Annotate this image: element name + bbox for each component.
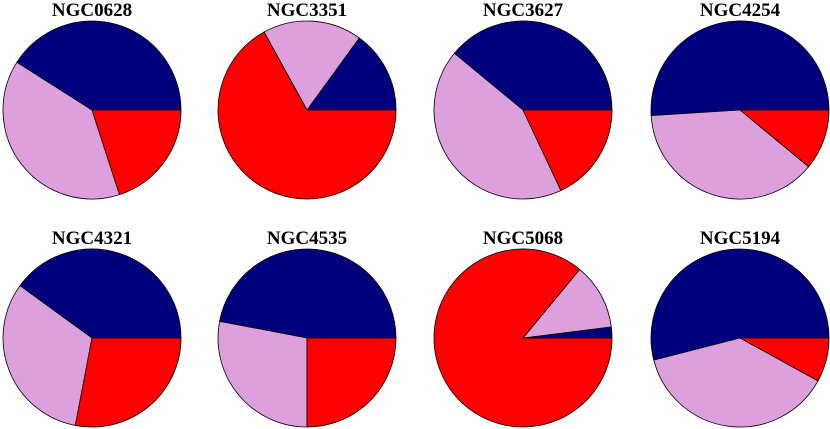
pie-slice-plum: [433, 52, 562, 200]
pie-slice-navy: [650, 248, 830, 361]
pie-title: NGC4254: [700, 0, 781, 21]
pie-title: NGC5068: [483, 228, 563, 249]
pie-title: NGC3351: [267, 0, 347, 21]
pie-slice-red: [433, 248, 613, 428]
pie-chart-NGC5194: NGC5194: [650, 228, 830, 428]
pie-slice-plum: [650, 109, 810, 200]
pie-title: NGC0628: [52, 0, 132, 21]
pie-title: NGC4321: [52, 228, 132, 249]
pie-slice-red: [522, 109, 613, 192]
pie-chart-NGC4535: NGC4535: [217, 228, 397, 428]
pie-title: NGC3627: [483, 0, 564, 21]
pie-slice-navy: [650, 20, 830, 117]
pie-title: NGC4535: [267, 228, 347, 249]
pie-slice-red: [738, 109, 830, 168]
pie-slice-plum: [2, 61, 121, 200]
pie-slice-navy: [219, 248, 397, 339]
pie-slice-red: [306, 337, 397, 428]
pie-slice-red: [739, 337, 830, 382]
pie-slice-red: [217, 31, 397, 200]
pie-slice-red: [91, 109, 182, 196]
pie-chart-NGC4321: NGC4321: [2, 228, 182, 428]
pie-slice-plum: [263, 20, 360, 111]
pie-chart-NGC0628: NGC0628: [2, 0, 182, 200]
pie-slice-plum: [653, 337, 819, 428]
pie-slice-navy: [16, 20, 182, 111]
pie-slice-red: [74, 337, 182, 428]
pie-chart-NGC4254: NGC4254: [650, 0, 830, 200]
pie-chart-NGC3627: NGC3627: [433, 0, 613, 200]
pie-slice-plum: [217, 320, 308, 428]
pie-slice-plum: [522, 268, 612, 339]
pie-slice-navy: [19, 248, 182, 339]
pie-title: NGC5194: [700, 228, 781, 249]
pie-slice-navy: [453, 20, 613, 111]
pie-slice-plum: [2, 285, 93, 426]
pie-chart-NGC5068: NGC5068: [433, 228, 613, 428]
pie-chart-NGC3351: NGC3351: [217, 0, 397, 200]
pie-slice-navy: [306, 37, 397, 111]
